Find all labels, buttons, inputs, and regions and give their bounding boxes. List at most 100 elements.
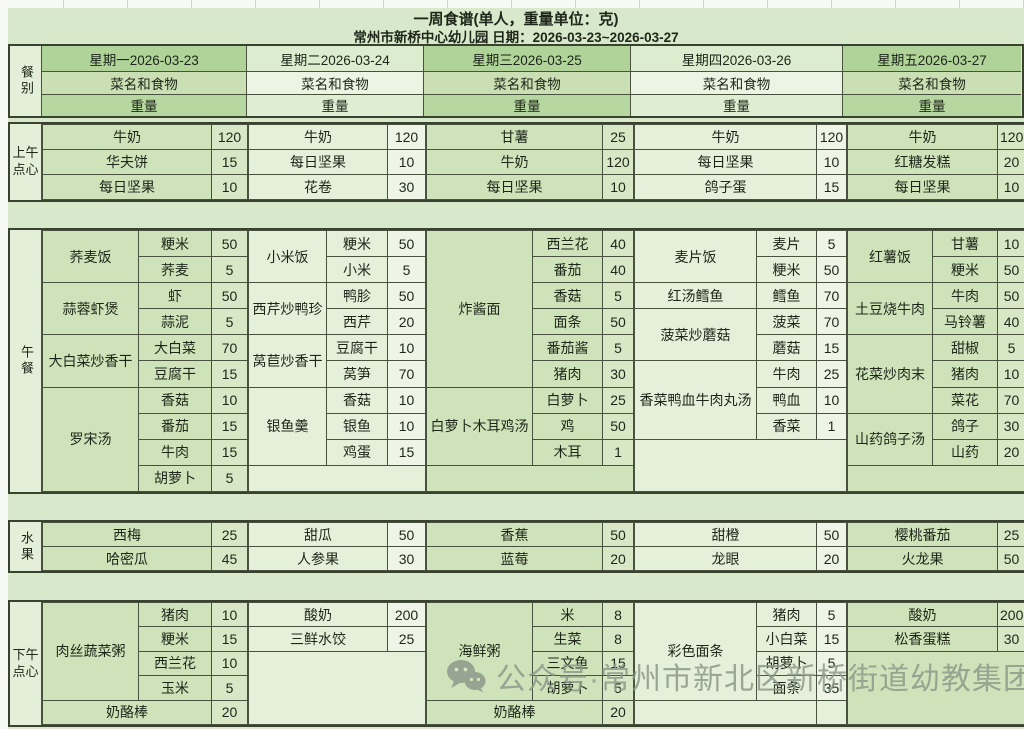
weight-value-cell: 120 xyxy=(387,124,426,150)
food-name-cell: 红糖发糕 xyxy=(847,149,998,175)
weight-value-cell: 5 xyxy=(387,256,426,284)
ingredient-name-cell: 番茄酱 xyxy=(532,334,603,362)
weight-value-cell: 20 xyxy=(997,438,1024,466)
dish-food-header-cell: 菜名和食物 xyxy=(631,72,842,95)
ingredient-name-cell: 甘薯 xyxy=(932,229,998,258)
day-header-cell: 星期一2026-03-23 xyxy=(42,46,246,73)
food-name-cell: 牛奶 xyxy=(426,149,603,175)
weight-value-cell: 5 xyxy=(816,229,847,258)
weight-value-cell: 70 xyxy=(816,282,847,310)
ingredient-name-cell: 麦片 xyxy=(756,229,817,258)
weight-value-cell: 30 xyxy=(387,546,426,571)
weight-value-cell: 50 xyxy=(997,282,1024,310)
weight-value-cell: 10 xyxy=(211,386,248,414)
fruit-monday: 西梅 25 哈密瓜 45 xyxy=(42,522,248,571)
empty-cell xyxy=(816,699,847,726)
weight-value-cell: 50 xyxy=(387,229,426,258)
ingredient-name-cell: 鸭血 xyxy=(756,386,817,414)
weight-value-cell: 5 xyxy=(211,464,248,493)
weight-value-cell: 50 xyxy=(997,256,1024,284)
ingredient-name-cell: 胡萝卜 xyxy=(756,650,817,677)
ingredient-name-cell: 猪肉 xyxy=(532,360,603,388)
weight-value-cell: 10 xyxy=(816,149,847,175)
ingredient-name-cell: 猪肉 xyxy=(932,360,998,388)
food-name-cell: 牛奶 xyxy=(42,124,212,150)
ingredient-name-cell: 粳米 xyxy=(138,229,212,258)
weight-value-cell: 70 xyxy=(816,308,847,336)
weight-value-cell: 15 xyxy=(211,626,248,652)
weight-header-cell: 重量 xyxy=(247,94,423,116)
ingredient-name-cell: 粳米 xyxy=(756,256,817,284)
food-name-cell: 哈密瓜 xyxy=(42,546,212,571)
empty-cell xyxy=(634,699,817,726)
weight-value-cell: 5 xyxy=(602,675,634,701)
dish-name-cell: 红汤鳕鱼 xyxy=(634,282,757,310)
weight-value-cell: 10 xyxy=(387,386,426,414)
dish-name-cell: 西芹炒鸭珍 xyxy=(248,282,327,336)
dish-name-cell: 土豆烧牛肉 xyxy=(847,282,933,336)
weight-value-cell: 5 xyxy=(602,282,634,310)
dish-name-cell: 香菜鸭血牛肉丸汤 xyxy=(634,360,757,440)
section-label-morning-snack: 上午点心 xyxy=(10,124,42,200)
day-column-header-friday: 星期五2026-03-27 菜名和食物 重量 xyxy=(843,46,1021,116)
ingredient-name-cell: 银鱼 xyxy=(326,412,388,440)
dish-food-header-cell: 菜名和食物 xyxy=(42,72,246,95)
weight-value-cell: 15 xyxy=(387,438,426,466)
ingredient-name-cell: 甜椒 xyxy=(932,334,998,362)
lunch-section: 午餐 荞麦饭 粳米 50 荞麦 5 蒜蓉虾煲虾 50 蒜泥 5 大白菜炒香干 大白菜 70 豆… xyxy=(8,228,1024,494)
ingredient-name-cell: 西兰花 xyxy=(138,650,212,677)
food-name-cell: 酸奶 xyxy=(847,601,998,628)
ingredient-name-cell: 牛肉 xyxy=(932,282,998,310)
weight-value-cell: 15 xyxy=(602,650,634,677)
morning-snack-monday: 牛奶 120 华夫饼 15 每日坚果 10 xyxy=(42,124,248,200)
weight-value-cell: 70 xyxy=(211,334,248,362)
ingredient-name-cell: 香菜 xyxy=(756,412,817,440)
ingredient-name-cell: 豆腐干 xyxy=(138,360,212,388)
weight-value-cell: 5 xyxy=(211,256,248,284)
weight-value-cell: 5 xyxy=(211,675,248,701)
page-subtitle: 常州市新桥中心幼儿园 日期：2026-03-23~2026-03-27 xyxy=(353,30,679,45)
empty-cell xyxy=(847,464,1024,493)
day-header-cell: 星期四2026-03-26 xyxy=(631,46,842,73)
weight-header-cell: 重量 xyxy=(843,94,1021,116)
ingredient-name-cell: 胡萝卜 xyxy=(138,464,212,493)
weight-value-cell: 70 xyxy=(387,360,426,388)
ingredient-name-cell: 小白菜 xyxy=(756,626,817,652)
ingredient-name-cell: 面条 xyxy=(756,675,817,701)
weight-value-cell: 25 xyxy=(816,360,847,388)
dish-name-cell: 彩色面条 xyxy=(634,602,757,701)
weight-value-cell: 120 xyxy=(816,124,847,150)
weight-value-cell: 20 xyxy=(602,546,634,571)
dish-name-cell: 罗宋汤 xyxy=(42,386,139,493)
day-column-header-monday: 星期一2026-03-23 菜名和食物 重量 xyxy=(42,46,247,116)
weight-value-cell: 200 xyxy=(997,601,1024,628)
ingredient-name-cell: 粳米 xyxy=(138,626,212,652)
ingredient-name-cell: 大白菜 xyxy=(138,334,212,362)
food-name-cell: 甜瓜 xyxy=(248,522,388,547)
weight-value-cell: 120 xyxy=(602,149,634,175)
weight-value-cell: 200 xyxy=(387,601,426,628)
spreadsheet-left-strip xyxy=(0,0,8,729)
ingredient-name-cell: 莴笋 xyxy=(326,360,388,388)
ingredient-name-cell: 猪肉 xyxy=(756,601,817,628)
dish-name-cell: 小米饭 xyxy=(248,229,327,284)
food-name-cell: 酸奶 xyxy=(248,601,388,628)
dish-food-header-cell: 菜名和食物 xyxy=(843,72,1021,95)
weight-value-cell: 10 xyxy=(602,174,634,200)
morning-snack-thursday: 牛奶 120 每日坚果 10 鸽子蛋 15 xyxy=(634,124,847,200)
weight-value-cell: 50 xyxy=(211,282,248,310)
ingredient-name-cell: 香菇 xyxy=(532,282,603,310)
menu-table: 一周食谱(单人，重量单位：克) 常州市新桥中心幼儿园 日期：2026-03-23… xyxy=(8,8,1024,727)
ingredient-name-cell: 白萝卜 xyxy=(532,386,603,414)
section-label-afternoon-snack: 下午点心 xyxy=(10,602,42,725)
ingredient-name-cell: 鸡 xyxy=(532,412,603,440)
day-header-cell: 星期三2026-03-25 xyxy=(424,46,630,73)
day-header-cell: 星期五2026-03-27 xyxy=(843,46,1021,73)
ingredient-name-cell: 番茄 xyxy=(532,256,603,284)
ingredient-name-cell: 香菇 xyxy=(138,386,212,414)
weight-value-cell: 15 xyxy=(816,174,847,200)
food-name-cell: 花卷 xyxy=(248,174,388,200)
weight-value-cell: 1 xyxy=(602,438,634,466)
food-name-cell: 华夫饼 xyxy=(42,149,212,175)
dish-food-header-cell: 菜名和食物 xyxy=(247,72,423,95)
